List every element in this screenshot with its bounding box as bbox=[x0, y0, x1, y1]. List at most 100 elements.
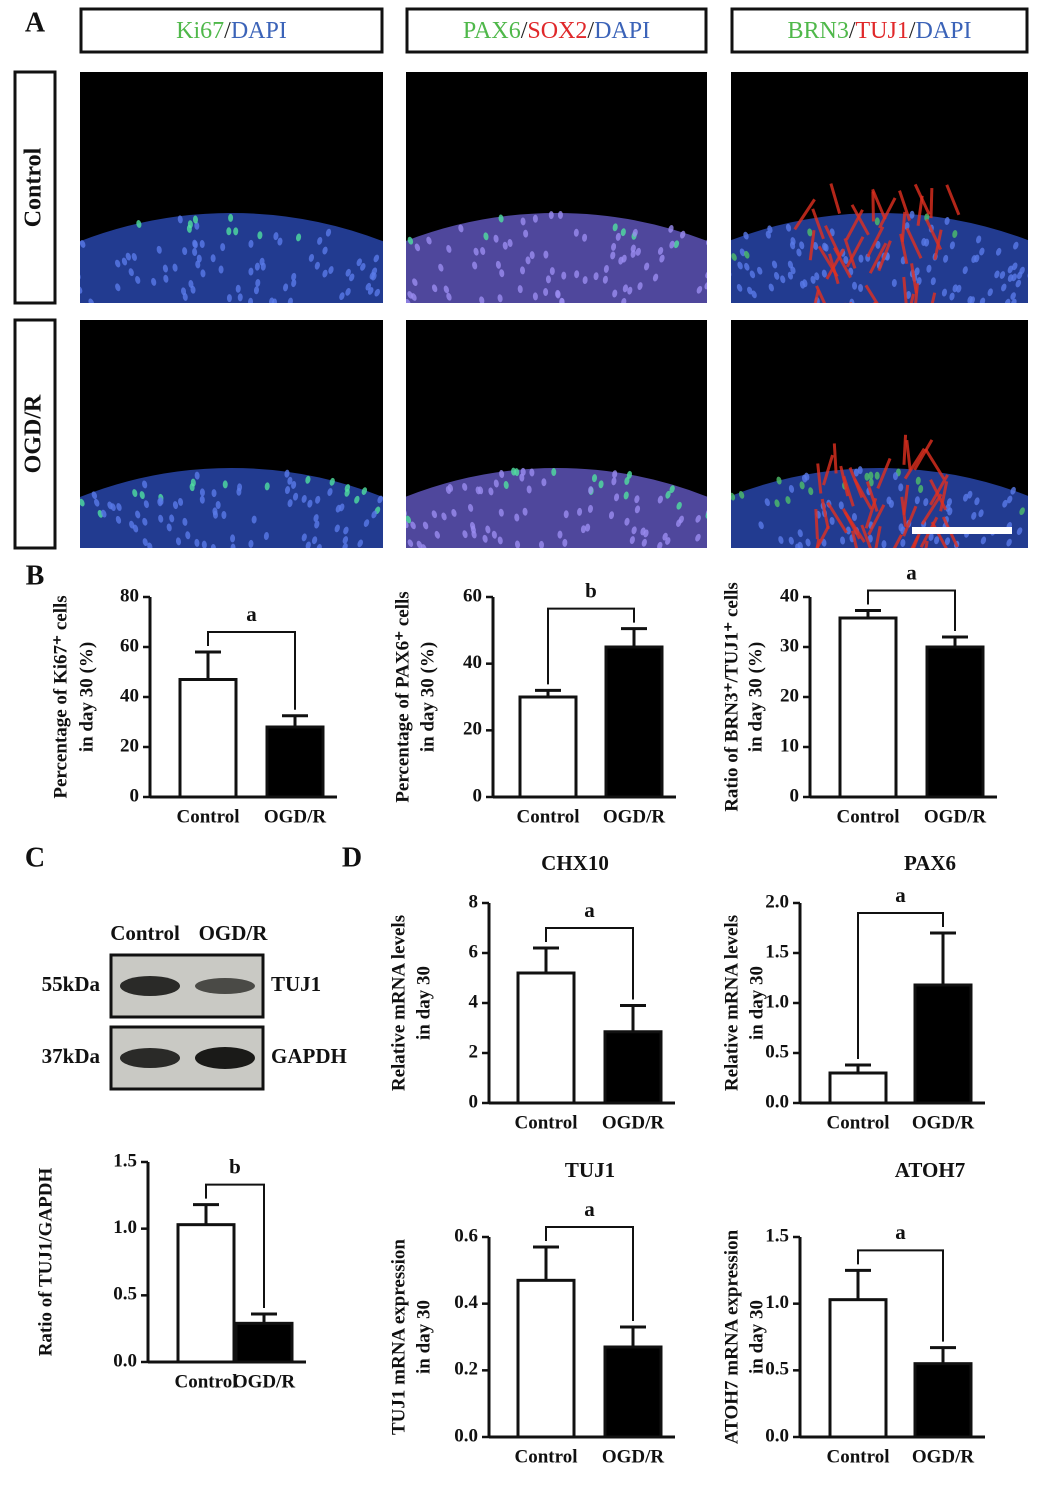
y-tick-label: 0 bbox=[469, 1091, 479, 1112]
y-axis-label: in day 30 (%) bbox=[76, 642, 97, 752]
y-tick-label: 40 bbox=[463, 652, 482, 673]
header-text: BRN3/TUJ1/DAPI bbox=[787, 18, 971, 44]
x-tick-label: OGD/R bbox=[912, 1446, 975, 1467]
header-text: PAX6/SOX2/DAPI bbox=[463, 18, 650, 44]
cell bbox=[716, 282, 724, 291]
significance-label: a bbox=[906, 560, 917, 584]
y-tick-label: 8 bbox=[469, 891, 479, 912]
y-tick-label: 60 bbox=[120, 635, 139, 656]
cell bbox=[724, 261, 732, 270]
cell bbox=[1029, 525, 1037, 534]
error-bar bbox=[193, 1205, 219, 1225]
significance-label: a bbox=[895, 1220, 906, 1244]
cell bbox=[397, 508, 405, 517]
y-tick-label: 0.0 bbox=[765, 1091, 789, 1112]
band bbox=[120, 1048, 180, 1068]
significance-label: a bbox=[584, 1197, 595, 1221]
panel-label: B bbox=[26, 560, 45, 591]
cell bbox=[63, 501, 71, 510]
cell bbox=[226, 227, 231, 235]
bar bbox=[927, 647, 983, 797]
x-tick-label: Control bbox=[515, 1112, 578, 1133]
significance-label: b bbox=[229, 1154, 241, 1178]
x-tick-label: Control bbox=[517, 806, 580, 827]
cell bbox=[389, 526, 397, 535]
cell bbox=[709, 541, 717, 550]
y-tick-label: 0.5 bbox=[765, 1041, 789, 1062]
error-bar bbox=[620, 1327, 646, 1347]
y-tick-label: 0.5 bbox=[765, 1359, 789, 1380]
bar bbox=[520, 697, 576, 797]
x-tick-label: OGD/R bbox=[602, 1112, 665, 1133]
cell bbox=[64, 505, 72, 514]
panel-label: C bbox=[25, 842, 45, 873]
y-tick-label: 0.6 bbox=[454, 1225, 478, 1246]
cell bbox=[57, 278, 65, 287]
x-tick-label: Control bbox=[827, 1446, 890, 1467]
band-size: 37kDa bbox=[42, 1044, 101, 1068]
header-text: Ki67/DAPI bbox=[176, 18, 287, 44]
error-bar bbox=[845, 1270, 871, 1299]
cell bbox=[875, 472, 880, 480]
y-axis-label: Ratio of TUJ1/GAPDH bbox=[35, 1167, 56, 1356]
y-axis-label: Relative mRNA levels bbox=[388, 915, 409, 1091]
y-tick-label: 40 bbox=[120, 685, 139, 706]
x-tick-label: Control bbox=[515, 1446, 578, 1467]
cell bbox=[227, 294, 232, 302]
x-tick-label: Control bbox=[175, 1371, 238, 1392]
chart-title: TUJ1 bbox=[565, 1158, 615, 1182]
cell bbox=[395, 270, 403, 279]
y-tick-label: 2 bbox=[469, 1041, 479, 1062]
cell bbox=[717, 267, 725, 276]
x-tick-label: OGD/R bbox=[602, 1446, 665, 1467]
fiber bbox=[816, 509, 818, 539]
cell bbox=[549, 211, 554, 219]
y-axis-label: in day 30 bbox=[746, 966, 767, 1040]
cell bbox=[387, 247, 395, 256]
y-tick-label: 40 bbox=[780, 585, 799, 606]
header-segment: PAX6 bbox=[463, 18, 521, 44]
y-axis-label: in day 30 bbox=[746, 1300, 767, 1374]
x-tick-label: Control bbox=[177, 806, 240, 827]
band bbox=[195, 978, 255, 994]
y-axis-label: Ratio of BRN3⁺/TUJ1⁺ cells bbox=[721, 582, 742, 812]
cell bbox=[709, 510, 717, 519]
bar bbox=[605, 1347, 661, 1437]
row-label: Control bbox=[21, 147, 47, 227]
bar bbox=[180, 680, 236, 798]
y-tick-label: 30 bbox=[780, 635, 799, 656]
bar bbox=[178, 1225, 234, 1362]
error-bar bbox=[533, 948, 559, 973]
cell bbox=[70, 250, 78, 259]
y-tick-label: 10 bbox=[780, 735, 799, 756]
cell bbox=[73, 498, 81, 507]
x-tick-label: OGD/R bbox=[264, 806, 327, 827]
y-axis-label: in day 30 bbox=[413, 1300, 434, 1374]
header-segment: Ki67 bbox=[176, 18, 224, 44]
x-tick-label: OGD/R bbox=[233, 1371, 296, 1392]
cell bbox=[1039, 267, 1044, 276]
y-axis-label: Percentage of PAX6⁺ cells bbox=[392, 591, 413, 802]
error-bar bbox=[930, 1348, 956, 1364]
y-tick-label: 1.5 bbox=[765, 1225, 789, 1246]
lane-label: OGD/R bbox=[199, 921, 269, 945]
y-tick-label: 0 bbox=[790, 785, 800, 806]
cell bbox=[66, 261, 74, 270]
y-tick-label: 0.4 bbox=[454, 1292, 478, 1313]
y-tick-label: 20 bbox=[780, 685, 799, 706]
x-tick-label: Control bbox=[837, 806, 900, 827]
y-tick-label: 1.0 bbox=[765, 1292, 789, 1313]
bar bbox=[267, 727, 323, 797]
scale-bar bbox=[912, 527, 1012, 534]
y-tick-label: 0.0 bbox=[454, 1425, 478, 1446]
fiber bbox=[834, 443, 836, 473]
chart-title: CHX10 bbox=[541, 851, 609, 875]
y-tick-label: 4 bbox=[469, 991, 479, 1012]
y-tick-label: 0 bbox=[473, 785, 483, 806]
y-axis-label: Percentage of Ki67⁺ cells bbox=[50, 595, 71, 798]
y-tick-label: 1.0 bbox=[765, 991, 789, 1012]
bar bbox=[606, 647, 662, 797]
panel-label: D bbox=[342, 842, 362, 873]
chart-title: ATOH7 bbox=[895, 1158, 965, 1182]
cell bbox=[1039, 537, 1044, 546]
